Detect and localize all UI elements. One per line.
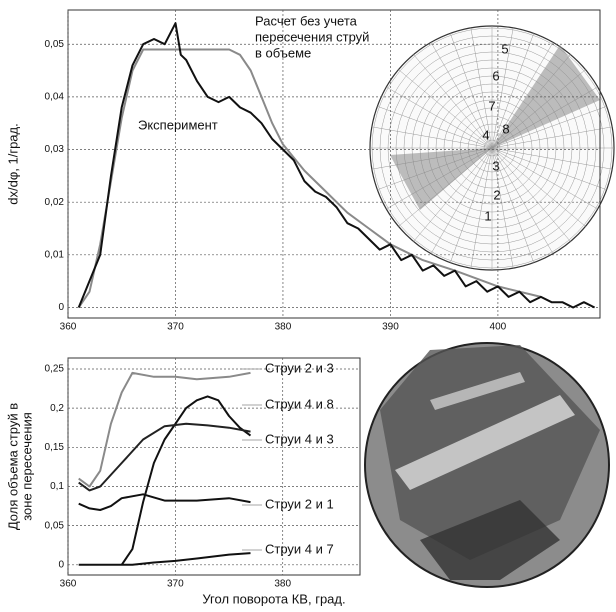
y-tick-label: 0,1 <box>50 481 64 492</box>
polar-ray <box>491 147 607 190</box>
y-axis-label: зоне пересечения <box>19 412 34 521</box>
y-tick-label: 0 <box>58 559 64 570</box>
polar-ray <box>491 147 554 254</box>
legend-label: Струи 4 и 7 <box>265 541 334 556</box>
polar-ray <box>413 54 493 149</box>
y-tick-label: 0,25 <box>45 364 65 375</box>
legend-label: в объеме <box>255 45 311 60</box>
polar-ray <box>491 147 586 227</box>
y-tick-label: 0,02 <box>45 197 65 208</box>
legend-label: Струи 2 и 3 <box>265 360 334 375</box>
x-tick-label: 380 <box>275 322 292 333</box>
polar-ray <box>430 42 493 149</box>
y-tick-label: 0,03 <box>45 144 65 155</box>
y-tick-label: 0,05 <box>45 520 65 531</box>
series-line <box>78 371 251 488</box>
polar-ray <box>491 106 607 149</box>
diagram-label: 6 <box>492 68 499 83</box>
spray-images <box>364 25 615 588</box>
polar-ray <box>491 27 514 149</box>
x-tick-label: 390 <box>382 322 399 333</box>
y-tick-label: 0 <box>58 302 64 313</box>
polar-ray <box>430 147 493 254</box>
polar-ray <box>491 147 514 269</box>
y-axis-label: Доля объема струй в <box>5 403 20 530</box>
x-tick-label: 370 <box>167 579 184 590</box>
spray <box>390 148 492 210</box>
diagram-label: 2 <box>493 187 500 202</box>
spray <box>492 45 600 148</box>
x-tick-label: 400 <box>490 322 507 333</box>
y-tick-label: 0,2 <box>50 403 64 414</box>
polar-ray <box>377 106 493 149</box>
polar-ray <box>371 126 493 149</box>
y-tick-label: 0,05 <box>45 39 65 50</box>
y-tick-label: 0,01 <box>45 249 65 260</box>
x-tick-label: 360 <box>60 322 77 333</box>
photo-dark <box>420 500 560 580</box>
diagram-label: 1 <box>484 208 491 223</box>
polar-ray <box>491 126 613 149</box>
legend-label: пересечения струй <box>255 29 369 44</box>
photo-light <box>430 372 525 410</box>
legend-label: Струи 4 и 8 <box>265 396 334 411</box>
diagram-label: 5 <box>501 41 508 56</box>
polar-ray <box>413 147 493 242</box>
series-line <box>78 493 251 511</box>
polar-ray <box>491 147 613 170</box>
series-line <box>78 552 251 566</box>
diagram-label: 7 <box>488 98 495 113</box>
polar-ray <box>386 86 493 149</box>
legend-label: Эксперимент <box>138 117 218 132</box>
x-tick-label: 370 <box>167 322 184 333</box>
polar-ray <box>491 147 534 263</box>
legend-label: Расчет без учета <box>255 13 358 28</box>
polar-ray <box>470 147 493 269</box>
polar-ray <box>450 147 493 263</box>
polar-ray <box>398 69 493 149</box>
polar-ray <box>491 147 571 242</box>
legend-label: Струи 2 и 1 <box>265 496 334 511</box>
photo-light <box>395 395 575 490</box>
diagram-label: 3 <box>492 158 499 173</box>
y-tick-label: 0,15 <box>45 442 65 453</box>
legend-label: Струи 4 и 3 <box>265 431 334 446</box>
polar-ray <box>491 147 598 210</box>
diagram-label: 8 <box>502 121 509 136</box>
y-axis-label: dx/dφ, 1/град. <box>5 123 20 204</box>
polar-ray <box>491 42 554 149</box>
series-line <box>120 395 252 566</box>
x-axis-label: Угол поворота КВ, град. <box>202 591 345 606</box>
series-line <box>78 422 251 492</box>
polar-ray <box>491 33 534 149</box>
x-tick-label: 380 <box>274 579 291 590</box>
x-tick-label: 360 <box>60 579 77 590</box>
diagram-label: 4 <box>482 127 489 142</box>
series-line <box>77 22 596 309</box>
y-tick-label: 0,04 <box>45 92 65 103</box>
polar-ray <box>450 33 493 149</box>
polar-ray <box>470 27 493 149</box>
